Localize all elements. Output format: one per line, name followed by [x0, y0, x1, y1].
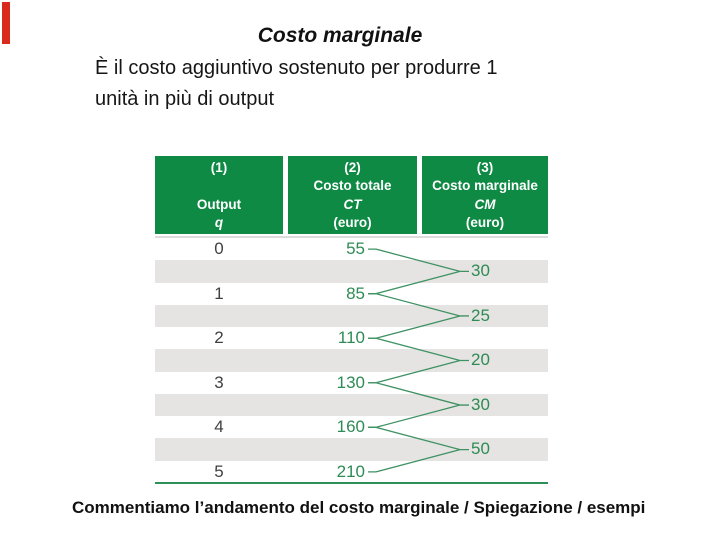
marginal-cost-value: 30 — [471, 394, 490, 414]
cost-table: (1) Output q (2) Costo totale CT (euro) … — [155, 156, 548, 485]
header-col-unit: (euro) — [465, 214, 505, 230]
connector-line — [368, 382, 469, 428]
body-line-1: È il costo aggiuntivo sostenuto per prod… — [95, 57, 498, 79]
table-body: 0 55 1 85 2 110 3 130 4 160 5 210 30 25 20 30 50 — [155, 238, 548, 483]
header-col-symbol: q — [214, 214, 224, 230]
header-col-number: (3) — [476, 160, 494, 175]
table-bottom-rule — [155, 482, 548, 484]
slide-title: Costo marginale — [257, 24, 423, 47]
marginal-cost-row: 30 — [155, 260, 548, 283]
marginal-cost-value: 50 — [471, 439, 490, 459]
marginal-cost-row: 25 — [155, 304, 548, 328]
header-col-name: Costo totale — [313, 178, 392, 194]
red-corner-marker — [2, 2, 10, 44]
output-value: 5 — [214, 461, 224, 481]
header-col-name: Output — [196, 196, 242, 212]
output-value: 0 — [214, 239, 224, 258]
marginal-cost-value: 30 — [471, 261, 490, 281]
header-col-symbol: CT — [343, 196, 362, 212]
output-value: 1 — [214, 283, 224, 303]
body-line-2: unità in più di output — [95, 88, 275, 110]
table-row: 5 210 — [155, 461, 548, 483]
total-cost-value: 210 — [336, 461, 365, 481]
header-spacer — [155, 177, 283, 194]
header-col-marginal-cost: (3) Costo marginale CM (euro) — [422, 156, 548, 234]
total-cost-value: 85 — [346, 283, 365, 303]
output-value: 4 — [214, 417, 224, 437]
slide-body: È il costo aggiuntivo sostenuto per prod… — [95, 53, 497, 115]
marginal-cost-row: 30 — [155, 393, 548, 417]
total-cost-value: 110 — [337, 328, 365, 348]
output-value: 2 — [214, 328, 224, 348]
header-col-symbol: CM — [474, 196, 496, 212]
marginal-cost-row: 20 — [155, 349, 548, 372]
connector-line — [368, 337, 469, 384]
marginal-cost-value: 20 — [471, 350, 490, 370]
total-cost-value: 160 — [336, 417, 365, 437]
total-cost-value: 55 — [346, 239, 365, 258]
marginal-cost-connector-lines — [368, 248, 469, 473]
table-row: 1 85 — [155, 283, 548, 305]
table-row: 2 110 — [155, 327, 548, 349]
footer-note: Commentiamo l’andamento del costo margin… — [72, 498, 646, 517]
header-col-name: Costo marginale — [432, 178, 538, 194]
total-cost-value: 130 — [336, 372, 365, 392]
header-col-number: (1) — [210, 160, 228, 175]
output-value: 3 — [214, 372, 224, 392]
header-col-output: (1) Output q — [155, 156, 283, 234]
marginal-cost-row: 50 — [155, 438, 548, 461]
connector-line — [368, 293, 469, 339]
header-col-total-cost: (2) Costo totale CT (euro) — [288, 156, 417, 234]
table-row: 4 160 — [155, 416, 548, 438]
table-top-rule — [155, 236, 548, 238]
marginal-cost-value: 25 — [471, 305, 490, 325]
header-col-number: (2) — [344, 160, 361, 175]
header-col-unit: (euro) — [333, 214, 372, 230]
connector-line — [368, 426, 469, 473]
table-row: 0 55 — [155, 238, 548, 260]
table-row: 3 130 — [155, 372, 548, 394]
connector-line — [368, 248, 469, 295]
